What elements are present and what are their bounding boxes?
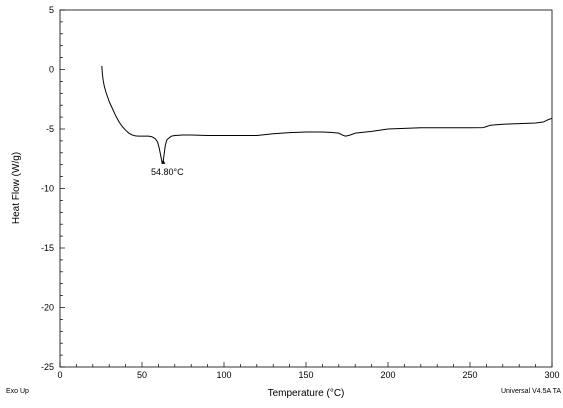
x-tick-label: 100 <box>216 370 231 380</box>
y-tick-label: -15 <box>41 243 54 253</box>
x-tick-label: 200 <box>380 370 395 380</box>
y-tick-label: -25 <box>41 362 54 372</box>
y-tick-label: -10 <box>41 184 54 194</box>
x-tick-label: 300 <box>544 370 559 380</box>
x-tick-label: 0 <box>57 370 62 380</box>
plot-frame <box>59 9 553 368</box>
heat-flow-series-line <box>101 65 553 164</box>
y-tick-label: -5 <box>46 124 54 134</box>
x-tick-label: 150 <box>298 370 313 380</box>
footer-software-version: Universal V4.5A TA <box>501 388 561 395</box>
peak-marker <box>161 159 166 164</box>
y-axis-title: Heat Flow (W/g) <box>11 152 22 224</box>
y-tick-label: 5 <box>49 5 54 15</box>
y-tick-label: -20 <box>41 303 54 313</box>
series-layer <box>101 65 553 164</box>
x-tick-label: 50 <box>137 370 147 380</box>
annotation-layer: 54.80°C <box>151 159 184 177</box>
x-tick-label: 250 <box>462 370 477 380</box>
peak-temperature-label: 54.80°C <box>151 167 184 177</box>
y-tick-label: 0 <box>49 65 54 75</box>
footer-exo-up: Exo Up <box>6 388 29 395</box>
x-axis-title: Temperature (°C) <box>268 388 345 399</box>
